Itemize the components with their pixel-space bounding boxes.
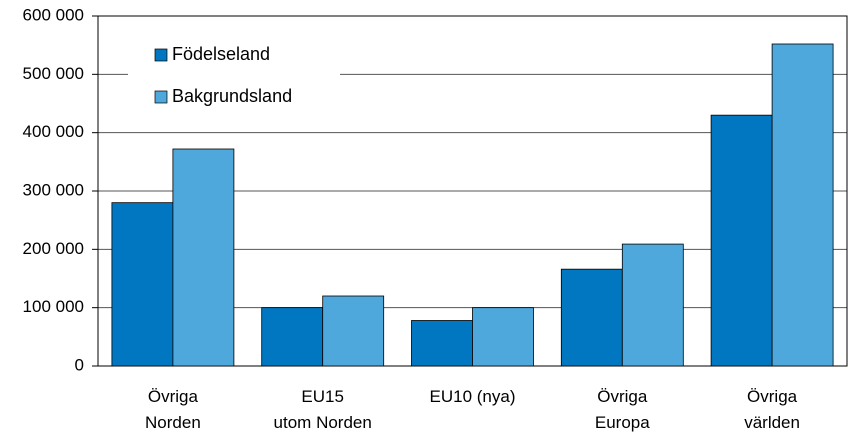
bar bbox=[172, 148, 235, 367]
bar bbox=[710, 114, 773, 367]
bar bbox=[111, 202, 174, 367]
x-tick-label: Övriga världen bbox=[744, 387, 800, 432]
legend-box bbox=[128, 32, 340, 120]
y-tick-label: 300 000 bbox=[23, 180, 84, 199]
y-tick-label: 100 000 bbox=[23, 297, 84, 316]
x-tick-label-line: Övriga bbox=[597, 387, 648, 406]
bar bbox=[771, 43, 834, 367]
y-tick-label: 400 000 bbox=[23, 122, 84, 141]
legend-label: Födelseland bbox=[172, 44, 270, 64]
bar bbox=[261, 307, 324, 367]
x-tick-label-line: EU10 (nya) bbox=[430, 387, 516, 406]
bar bbox=[411, 320, 473, 367]
y-tick-label: 200 000 bbox=[23, 239, 84, 258]
legend-label: Bakgrundsland bbox=[172, 86, 292, 106]
x-tick-label: Övriga Europa bbox=[595, 387, 650, 432]
x-tick-label-line: EU15 bbox=[301, 387, 344, 406]
x-tick-label-line: Europa bbox=[595, 413, 650, 432]
x-tick-label-line: Norden bbox=[145, 413, 201, 432]
legend-swatch bbox=[154, 48, 168, 62]
y-tick-label: 500 000 bbox=[23, 64, 84, 83]
y-tick-label: 0 bbox=[75, 355, 84, 374]
x-tick-label: Övriga Norden bbox=[145, 387, 201, 432]
x-tick-label-line: världen bbox=[744, 413, 800, 432]
bar bbox=[322, 295, 385, 367]
x-tick-label-line: Övriga bbox=[747, 387, 798, 406]
y-tick-label: 600 000 bbox=[23, 5, 84, 24]
x-tick-label: EU15 utom Norden bbox=[274, 387, 372, 432]
legend: Födelseland Bakgrundsland bbox=[128, 32, 340, 120]
x-tick-label-line: Övriga bbox=[148, 387, 199, 406]
x-tick-label: EU10 (nya) bbox=[430, 387, 516, 406]
bar bbox=[472, 307, 534, 367]
legend-swatch bbox=[154, 90, 168, 104]
bar bbox=[560, 268, 623, 367]
bar bbox=[621, 243, 684, 367]
x-tick-label-line: utom Norden bbox=[274, 413, 372, 432]
